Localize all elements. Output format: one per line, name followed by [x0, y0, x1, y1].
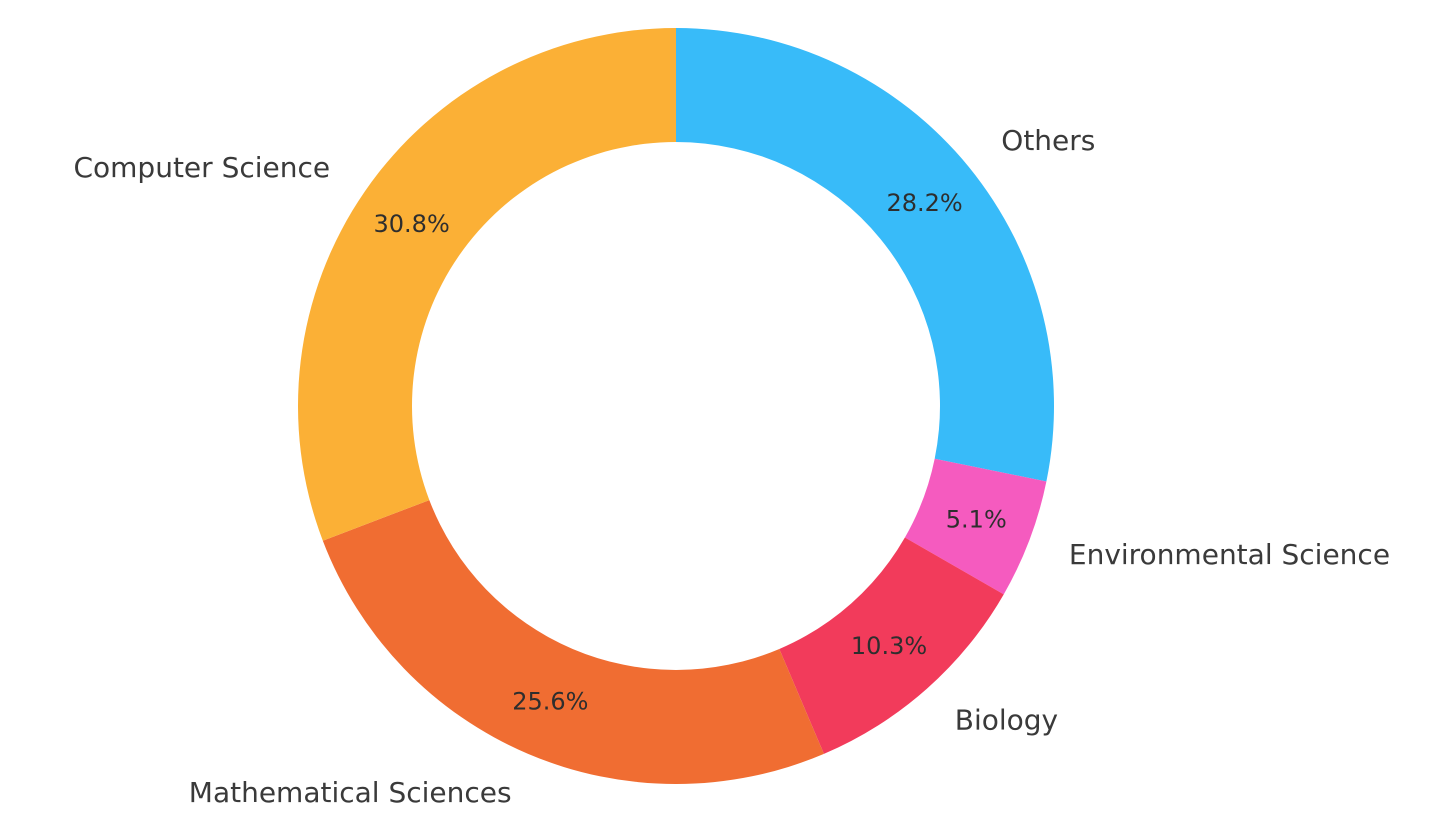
slice-environmental-science — [904, 458, 1047, 595]
pct-label-mathematical-sciences: 25.6% — [512, 687, 588, 715]
category-label-biology: Biology — [955, 704, 1058, 737]
category-label-environmental-science: Environmental Science — [1069, 538, 1390, 571]
slice-mathematical-sciences — [322, 500, 824, 785]
slices-group — [297, 28, 1055, 785]
slice-biology — [779, 537, 1004, 754]
percent-labels-group: 28.2% 5.1% 10.3% 25.6% 30.8% — [374, 189, 1007, 715]
pct-label-others: 28.2% — [886, 189, 962, 217]
slice-computer-science — [297, 28, 676, 541]
category-labels-group: Others Environmental Science Biology Mathem… — [73, 124, 1390, 809]
pct-label-computer-science: 30.8% — [374, 210, 450, 238]
category-label-others: Others — [1001, 124, 1095, 157]
category-label-computer-science: Computer Science — [73, 151, 330, 184]
category-label-mathematical-sciences: Mathematical Sciences — [189, 776, 512, 809]
slice-others — [676, 28, 1055, 482]
pct-label-environmental-science: 5.1% — [946, 505, 1007, 533]
pct-label-biology: 10.3% — [851, 632, 927, 660]
